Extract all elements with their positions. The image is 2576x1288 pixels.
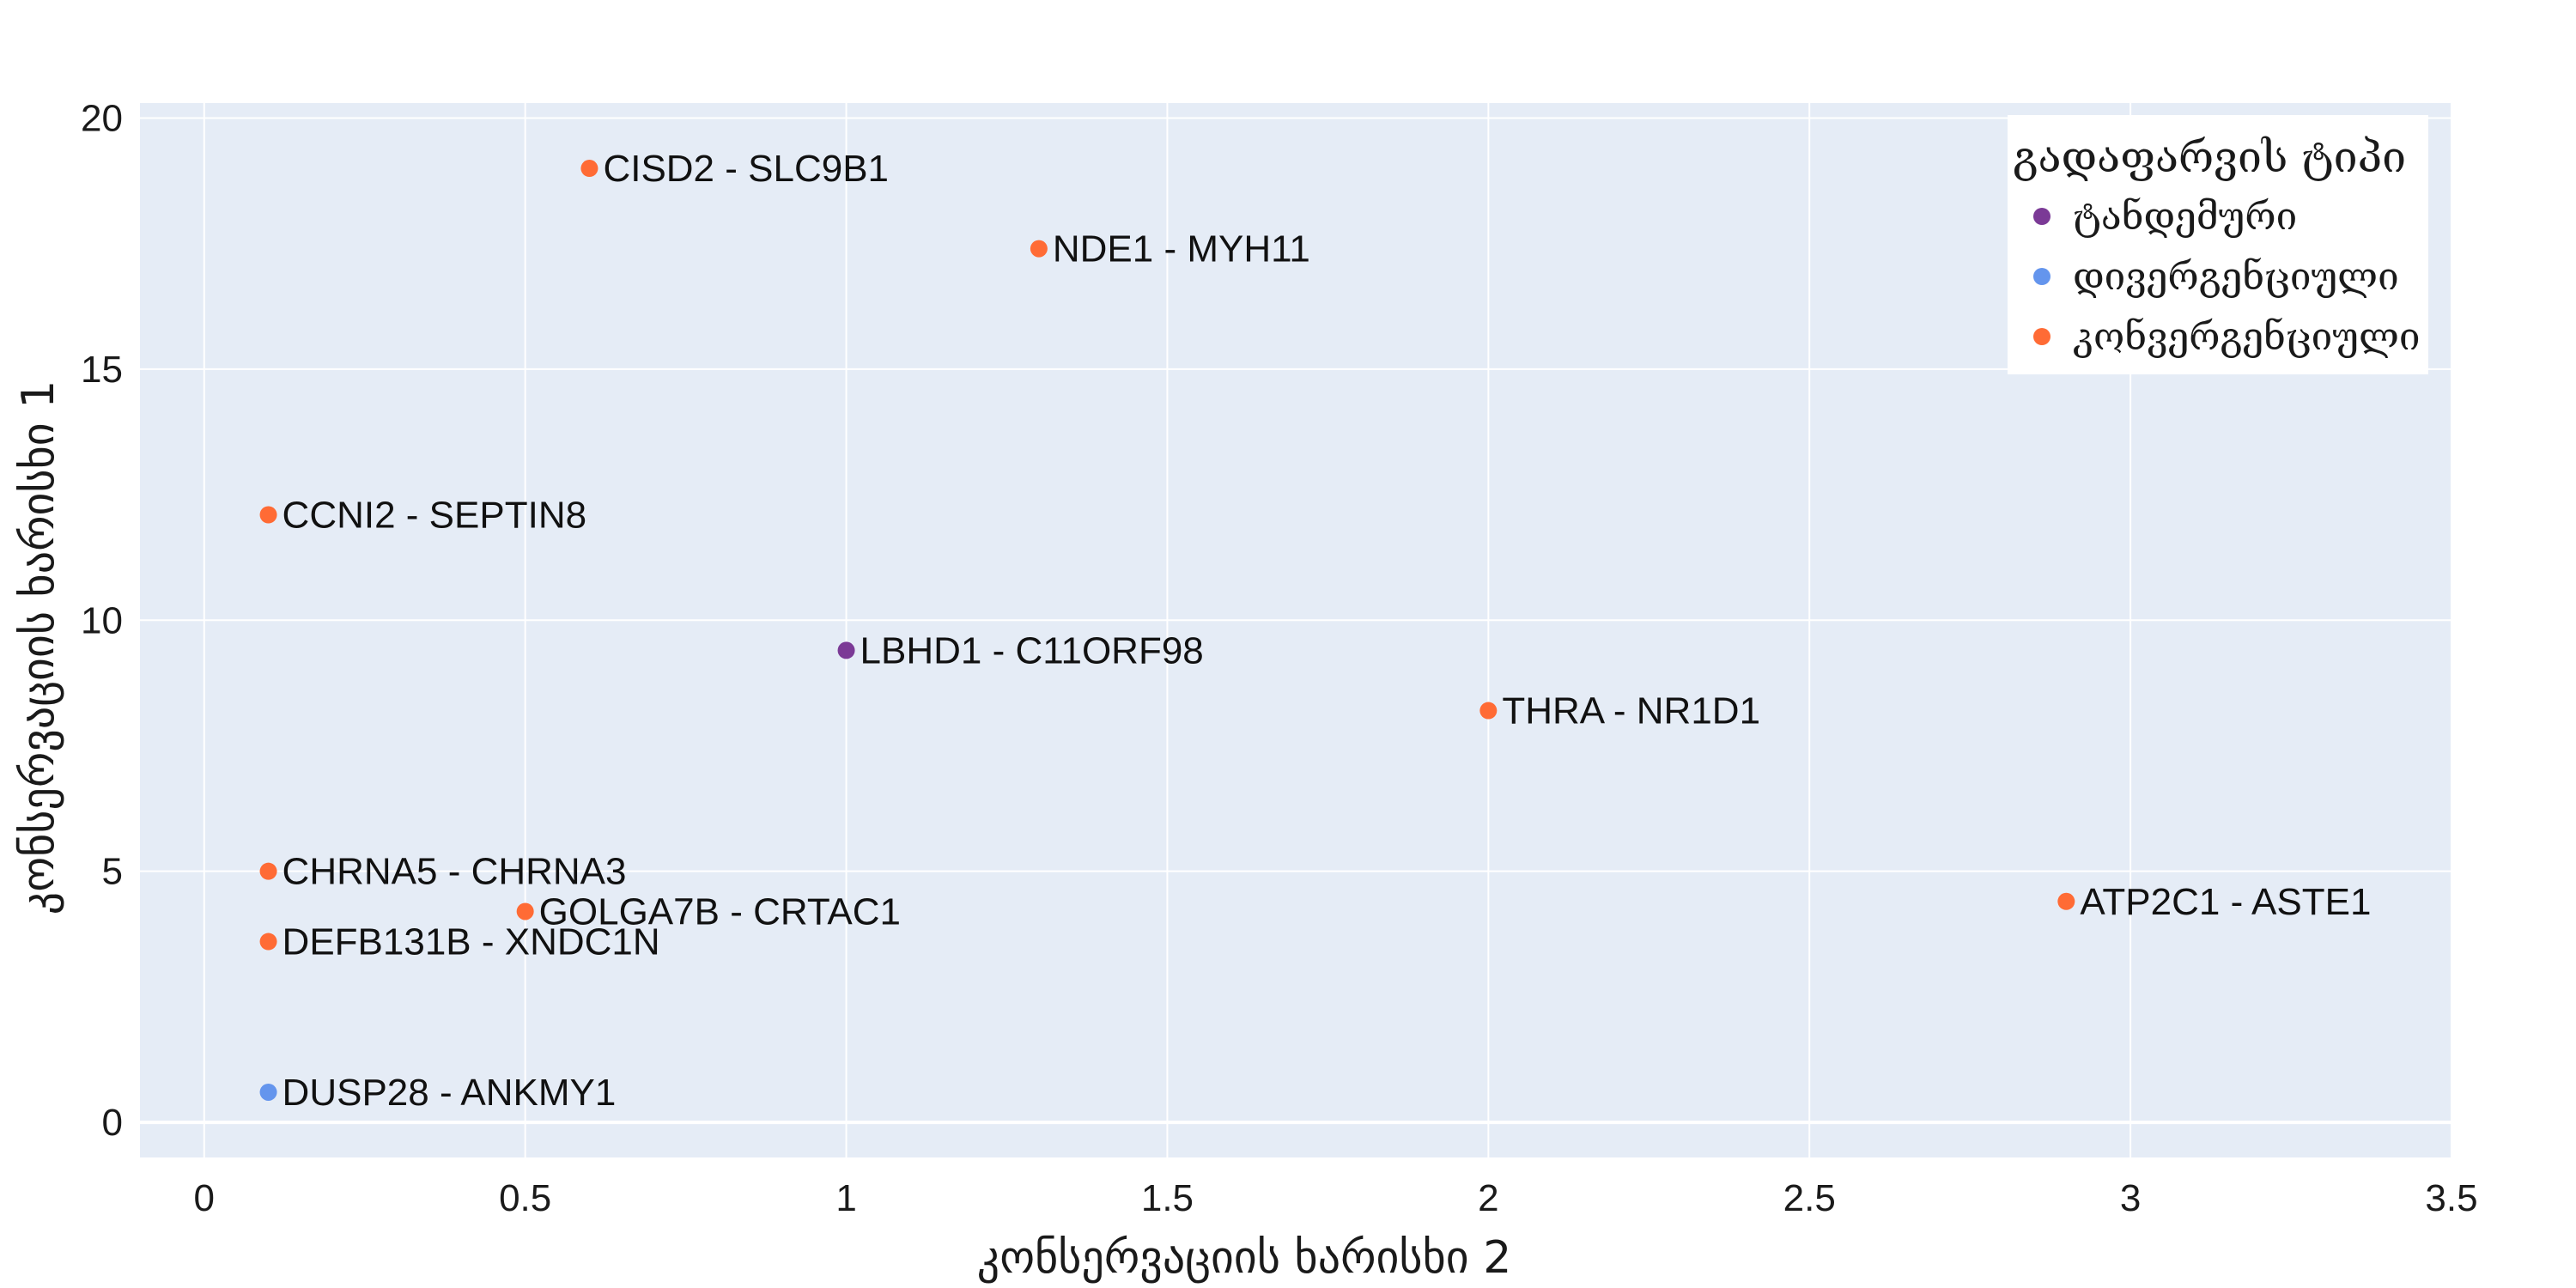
legend: გადაფარვის ტიპი ტანდემური დივერგენციული კო… — [2008, 115, 2428, 374]
y-tick-label: 10 — [81, 599, 123, 641]
x-tick-label: 0 — [194, 1177, 215, 1219]
point-label: CHRNA5 - CHRNA3 — [283, 851, 627, 893]
point-label: NDE1 - MYH11 — [1053, 228, 1310, 270]
y-tick-label: 20 — [81, 98, 123, 140]
x-tick-label: 1 — [835, 1177, 856, 1219]
legend-entry-label: ტანდემური — [2073, 195, 2297, 239]
legend-items: ტანდემური დივერგენციული კონვერგენციული — [2033, 195, 2421, 359]
point-label: GOLGA7B - CRTAC1 — [539, 890, 901, 933]
data-point — [259, 862, 277, 880]
x-tick-label: 3.5 — [2425, 1177, 2477, 1219]
x-tick-label: 2.5 — [1783, 1177, 1836, 1219]
x-axis-ticks: 0 0.5 1 1.5 2 2.5 3 3.5 — [194, 1177, 2478, 1219]
point-label: ATP2C1 - ASTE1 — [2080, 881, 2371, 923]
legend-marker — [2033, 268, 2050, 285]
legend-marker — [2033, 208, 2050, 225]
data-point — [580, 160, 598, 178]
point-label: DEFB131B - XNDC1N — [283, 921, 660, 963]
x-tick-label: 2 — [1478, 1177, 1498, 1219]
point-label: CISD2 - SLC9B1 — [603, 148, 889, 190]
y-axis-title: კონსერვაციის ხარისხი 1 — [13, 380, 64, 915]
legend-title: გადაფარვის ტიპი — [2013, 132, 2406, 182]
y-tick-label: 5 — [102, 851, 123, 893]
y-tick-label: 0 — [102, 1102, 123, 1144]
x-axis-title: კონსერვაციის ხარისხი 2 — [977, 1232, 1512, 1284]
legend-entry-label: დივერგენციული — [2073, 255, 2399, 299]
legend-entry-label: კონვერგენციული — [2073, 315, 2421, 359]
x-tick-label: 0.5 — [499, 1177, 551, 1219]
data-point — [837, 641, 855, 659]
data-point — [259, 506, 277, 524]
data-points: LBHD1 - C11ORF98 DUSP28 - ANKMY1 CISD2 - S… — [259, 148, 2371, 1114]
data-point — [259, 1083, 277, 1101]
grid-lines — [140, 103, 2452, 1157]
data-point — [516, 902, 534, 920]
y-axis-ticks: 0 5 10 15 20 — [81, 98, 123, 1145]
point-label: DUSP28 - ANKMY1 — [283, 1072, 617, 1114]
legend-box — [2008, 115, 2428, 374]
point-label: CCNI2 - SEPTIN8 — [283, 495, 587, 537]
legend-marker — [2033, 328, 2050, 345]
x-tick-label: 3 — [2120, 1177, 2141, 1219]
data-point — [1030, 240, 1048, 258]
point-label: LBHD1 - C11ORF98 — [860, 629, 1204, 671]
point-label: THRA - NR1D1 — [1502, 690, 1760, 732]
x-tick-label: 1.5 — [1141, 1177, 1194, 1219]
data-point — [259, 933, 277, 951]
data-point — [1479, 702, 1498, 720]
y-tick-label: 15 — [81, 349, 123, 391]
data-point — [2057, 892, 2075, 910]
